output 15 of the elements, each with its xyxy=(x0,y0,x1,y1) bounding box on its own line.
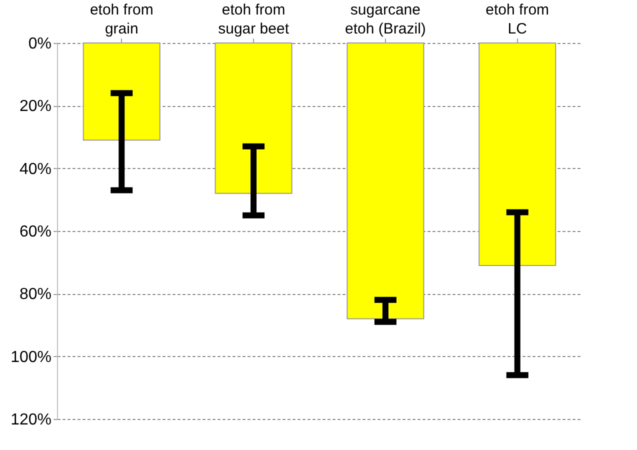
y-tick-label: 100% xyxy=(10,348,52,366)
bar xyxy=(214,42,292,194)
x-tick-label: sugarcane etoh (Brazil) xyxy=(345,2,426,38)
y-tick-label: 120% xyxy=(10,412,52,428)
bar xyxy=(478,42,556,266)
y-tick-label: 40% xyxy=(19,160,52,178)
y-tick-label: 0% xyxy=(28,36,52,52)
bar xyxy=(346,42,424,320)
x-tick-label: etoh from grain xyxy=(90,2,154,38)
y-tick-label: 60% xyxy=(19,224,52,240)
x-tick-label: etoh from sugar beet xyxy=(218,2,290,38)
y-tick-label: 80% xyxy=(19,286,52,304)
y-tick-label: 20% xyxy=(19,98,52,116)
x-tick-label: etoh from LC xyxy=(486,2,550,38)
bar xyxy=(82,42,160,141)
